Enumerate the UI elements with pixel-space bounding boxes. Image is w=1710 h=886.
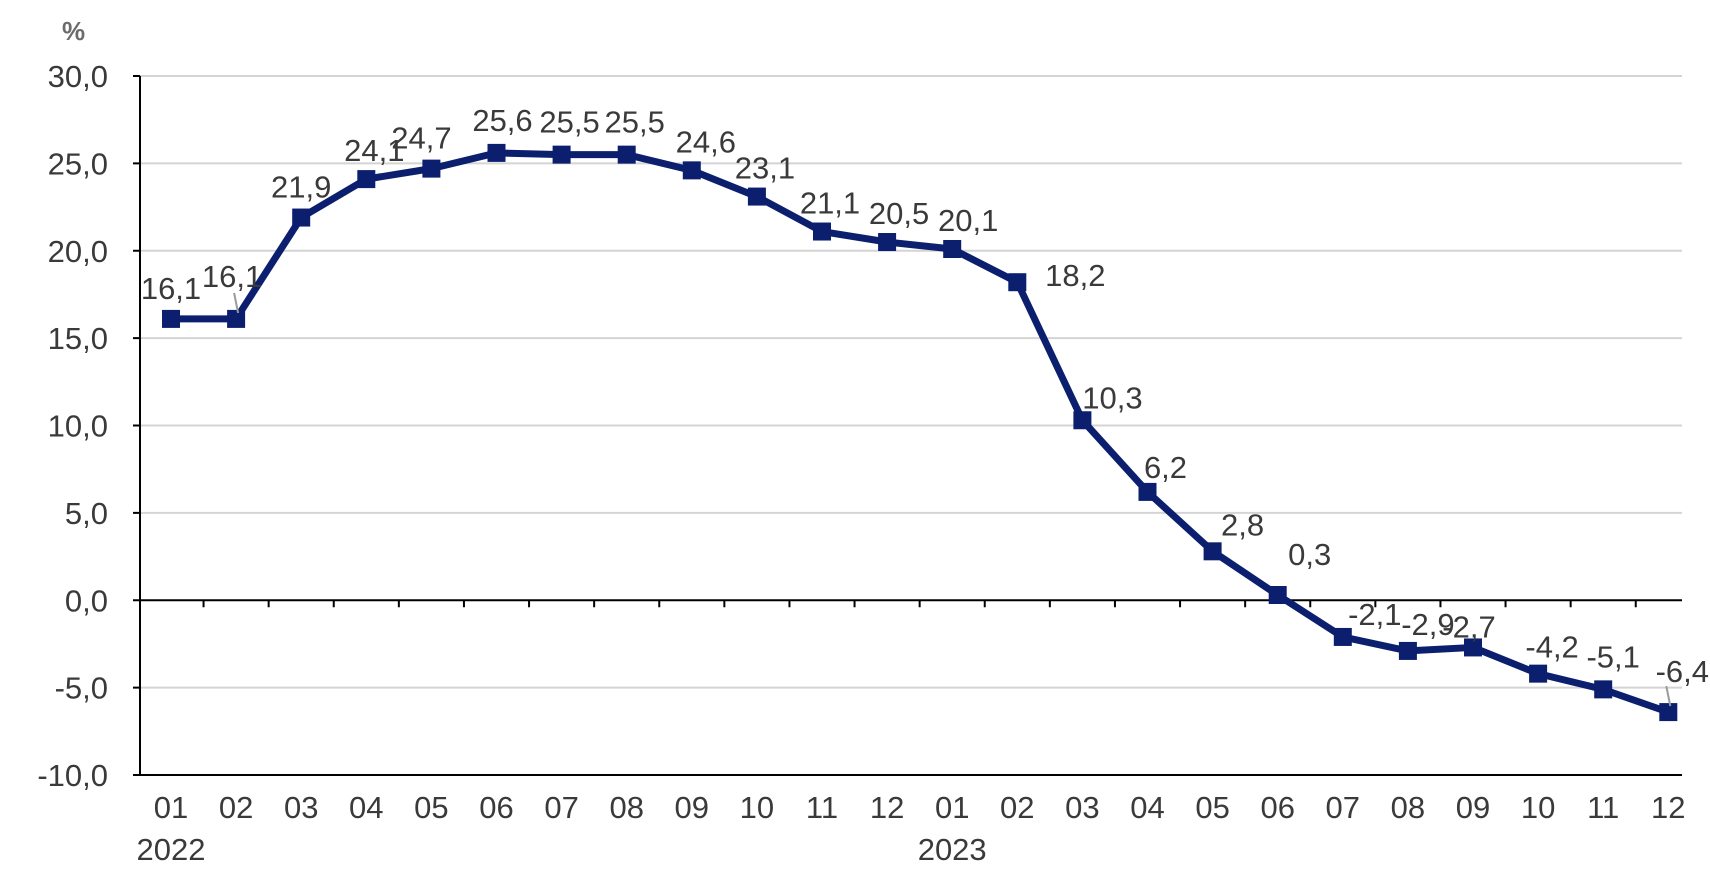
x-tick-label: 08 <box>609 790 643 825</box>
x-tick-label: 04 <box>349 790 383 825</box>
y-tick-label: 0,0 <box>65 583 108 618</box>
x-tick-label: 07 <box>1326 790 1360 825</box>
data-point-marker <box>1398 641 1417 660</box>
data-label: 18,2 <box>1045 258 1105 293</box>
data-point-marker <box>552 145 571 164</box>
data-label: -6,4 <box>1656 654 1709 689</box>
data-point-marker <box>357 170 376 189</box>
x-tick-label: 02 <box>219 790 253 825</box>
x-axis-ticks: 01 02 03 04 05 06 07 08 09 10 11 12 01 02 03 04 05 06 07 08… <box>137 600 1686 867</box>
data-point-marker <box>292 208 311 227</box>
data-point-marker <box>682 161 701 180</box>
data-label: -2,1 <box>1348 597 1401 632</box>
x-tick-label: 07 <box>544 790 578 825</box>
data-point-marker <box>1529 664 1548 683</box>
data-label: 21,1 <box>800 186 860 221</box>
x-tick-label: 03 <box>1065 790 1099 825</box>
x-tick-label: 08 <box>1391 790 1425 825</box>
data-label: 16,1 <box>202 259 262 294</box>
x-tick-label: 11 <box>806 790 838 825</box>
year-label: 2022 <box>137 832 206 867</box>
y-unit-label: % <box>62 16 85 46</box>
x-tick-label: 01 <box>935 790 969 825</box>
data-labels: 16,1 16,121,924,124,725,6 25,5 25,524,623,1… <box>141 103 1709 707</box>
data-point-marker <box>617 145 636 164</box>
y-tick-label: 30,0 <box>48 59 108 94</box>
data-label: 25,6 <box>472 103 532 138</box>
data-point-marker <box>1138 482 1157 501</box>
data-label: 20,1 <box>938 203 998 238</box>
data-label: 20,5 <box>869 196 929 231</box>
data-label: 25,5 <box>539 105 599 140</box>
data-point-marker <box>1594 680 1613 699</box>
series-line <box>162 143 1678 722</box>
x-tick-label: 03 <box>284 790 318 825</box>
x-tick-label: 06 <box>479 790 513 825</box>
data-label: 23,1 <box>735 151 795 186</box>
y-tick-label: 5,0 <box>65 496 108 531</box>
data-label: 24,1 <box>344 133 404 168</box>
x-tick-label: 09 <box>675 790 709 825</box>
x-tick-label: 04 <box>1130 790 1164 825</box>
data-label: 21,9 <box>271 170 331 205</box>
data-point-marker <box>1008 273 1027 292</box>
x-tick-label: 06 <box>1260 790 1294 825</box>
data-label: 6,2 <box>1144 450 1187 485</box>
label-leader-line <box>233 292 240 314</box>
x-tick-label: 05 <box>414 790 448 825</box>
data-point-marker <box>747 187 766 206</box>
data-label: 0,3 <box>1288 537 1331 572</box>
data-point-marker <box>422 159 441 178</box>
data-label: 2,8 <box>1221 507 1264 542</box>
label-leader-line <box>1665 685 1672 707</box>
data-point-marker <box>162 309 180 328</box>
y-tick-label: 15,0 <box>48 321 108 356</box>
x-tick-label: 11 <box>1587 790 1619 825</box>
data-label: 25,5 <box>605 105 665 140</box>
x-tick-label: 01 <box>154 790 188 825</box>
data-label: -4,2 <box>1525 630 1578 665</box>
y-tick-label: 20,0 <box>48 234 108 269</box>
y-tick-label: 25,0 <box>48 146 108 181</box>
data-label: -5,1 <box>1586 639 1639 674</box>
data-label: 24,7 <box>391 121 451 156</box>
x-tick-label: 10 <box>740 790 774 825</box>
data-label: 10,3 <box>1082 380 1142 415</box>
data-label: -2,7 <box>1442 609 1495 644</box>
y-tick-label: -5,0 <box>55 671 108 706</box>
x-tick-label: 02 <box>1000 790 1034 825</box>
data-point-marker <box>1464 638 1482 657</box>
x-tick-label: 05 <box>1195 790 1229 825</box>
series-path <box>171 149 1670 716</box>
y-tick-label: 10,0 <box>48 409 108 444</box>
data-point-marker <box>1203 542 1222 561</box>
data-point-marker <box>1073 411 1092 430</box>
x-tick-label: 09 <box>1456 790 1490 825</box>
data-point-marker <box>487 143 506 162</box>
data-label: 16,1 <box>141 271 201 306</box>
year-label: 2023 <box>918 832 987 867</box>
data-point-marker <box>1333 627 1352 646</box>
data-point-marker <box>943 240 962 259</box>
x-tick-label: 12 <box>870 790 904 825</box>
data-point-marker <box>227 309 246 328</box>
data-point-marker <box>813 222 831 241</box>
data-label: 24,6 <box>676 124 736 159</box>
x-tick-label: 10 <box>1521 790 1555 825</box>
y-axis-ticks: 30,0 25,0 20,0 15,0 10,0 5,0 0,0 -5,0 -10,0 <box>37 59 140 793</box>
gridlines <box>140 75 1682 689</box>
y-tick-label: -10,0 <box>37 758 108 793</box>
data-label: -2,9 <box>1401 607 1454 642</box>
x-tick-label: 12 <box>1651 790 1685 825</box>
data-point-marker <box>878 233 897 252</box>
data-point-marker <box>1659 703 1678 722</box>
data-point-marker <box>1268 586 1287 605</box>
